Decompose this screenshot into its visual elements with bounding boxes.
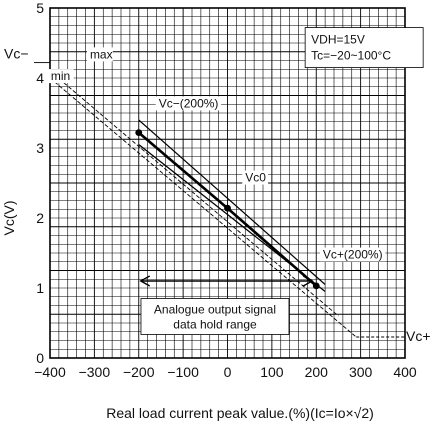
chart-labels: max min Vc−(200%) Vc0 Vc+(200%) VDH=15V Tc=−20… [4,27,431,344]
axis-ticks: −400 −300 −200 −100 0 100 200 300 400 0 1 2 3 4 5 [34,0,417,380]
y-axis-label: Vc(V) [1,201,17,236]
y-tick-label: 4 [36,70,44,86]
y-tick-label: 0 [36,350,44,366]
range-arrow-head-left [139,275,151,287]
x-tick-label: −200 [123,364,155,380]
series-line-lower-inner [138,144,326,292]
series-lines [49,70,357,338]
x-tick-label: 300 [349,364,373,380]
x-tick-label: −300 [79,364,111,380]
data-point [135,129,143,137]
y-tick-label: 3 [36,140,44,156]
x-tick-label: 400 [393,364,417,380]
series-line-max [49,70,339,317]
y-tick-label: 5 [36,0,44,16]
x-tick-label: 0 [224,364,232,380]
series-label-max-bg [86,47,113,62]
conditions-box [304,27,424,69]
curve-annotation-bg [319,247,386,262]
y-tick-label: 1 [36,280,44,296]
plot-frame [49,7,406,359]
series-label-min-bg [47,69,74,84]
range-label-text: data hold range [173,318,257,332]
condition-text: VDH=15V [311,33,365,47]
vc-minus-label: Vc− [4,45,29,61]
series-label-max: max [90,47,113,61]
x-axis-label: Real load current peak value.(%)(Ic=Io×√… [106,405,374,421]
y-tick-label: 2 [36,210,44,226]
series-line-upper-inner [138,119,326,285]
curve-annotation-bg [155,96,222,111]
range-label-box [140,298,290,335]
curve-annotation-bg [242,170,269,185]
curve-annotation: Vc+(200%) [323,248,383,262]
data-point [224,204,231,212]
curve-annotation: Vc−(200%) [159,96,219,110]
range-label-text: Analogue output signal [154,303,276,317]
x-tick-label: 200 [305,364,329,380]
x-tick-label: 100 [260,364,284,380]
curve-annotation: Vc0 [245,171,266,185]
series-line-min [49,77,357,338]
series-label-min: min [51,69,70,83]
vc-plus-label: Vc+ [406,328,431,344]
data-markers [135,129,320,290]
x-tick-label: −400 [34,364,66,380]
x-tick-label: −100 [167,364,199,380]
range-arrow-head-right [302,275,314,287]
data-point [312,282,320,290]
condition-text: Tc=−20~100°C [311,49,391,63]
